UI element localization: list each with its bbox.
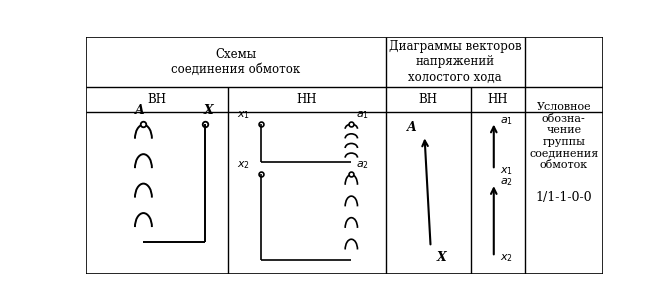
Text: $x_2$: $x_2$ — [500, 252, 513, 264]
Text: A: A — [407, 121, 417, 134]
Text: ВН: ВН — [147, 93, 167, 106]
Text: $a_1$: $a_1$ — [356, 109, 369, 121]
Text: Диаграммы векторов
напряжений
холостого хода: Диаграммы векторов напряжений холостого … — [389, 40, 521, 83]
Text: 1/1-1-0-0: 1/1-1-0-0 — [536, 191, 592, 204]
Text: Условное
обозна-
чение
группы
соединения
обмоток: Условное обозна- чение группы соединения… — [530, 102, 599, 170]
Text: Схемы
соединения обмоток: Схемы соединения обмоток — [171, 48, 300, 76]
Text: $a_2$: $a_2$ — [500, 176, 513, 188]
Text: НН: НН — [297, 93, 317, 106]
Text: $x_1$: $x_1$ — [500, 165, 513, 177]
Text: A: A — [134, 104, 144, 117]
Text: НН: НН — [487, 93, 508, 106]
Text: ВН: ВН — [419, 93, 438, 106]
Text: X: X — [204, 104, 214, 117]
Text: $a_2$: $a_2$ — [356, 159, 369, 171]
Text: $x_2$: $x_2$ — [237, 159, 251, 171]
Text: $a_1$: $a_1$ — [500, 115, 513, 127]
Text: $x_1$: $x_1$ — [237, 109, 251, 121]
Text: X: X — [437, 251, 447, 264]
